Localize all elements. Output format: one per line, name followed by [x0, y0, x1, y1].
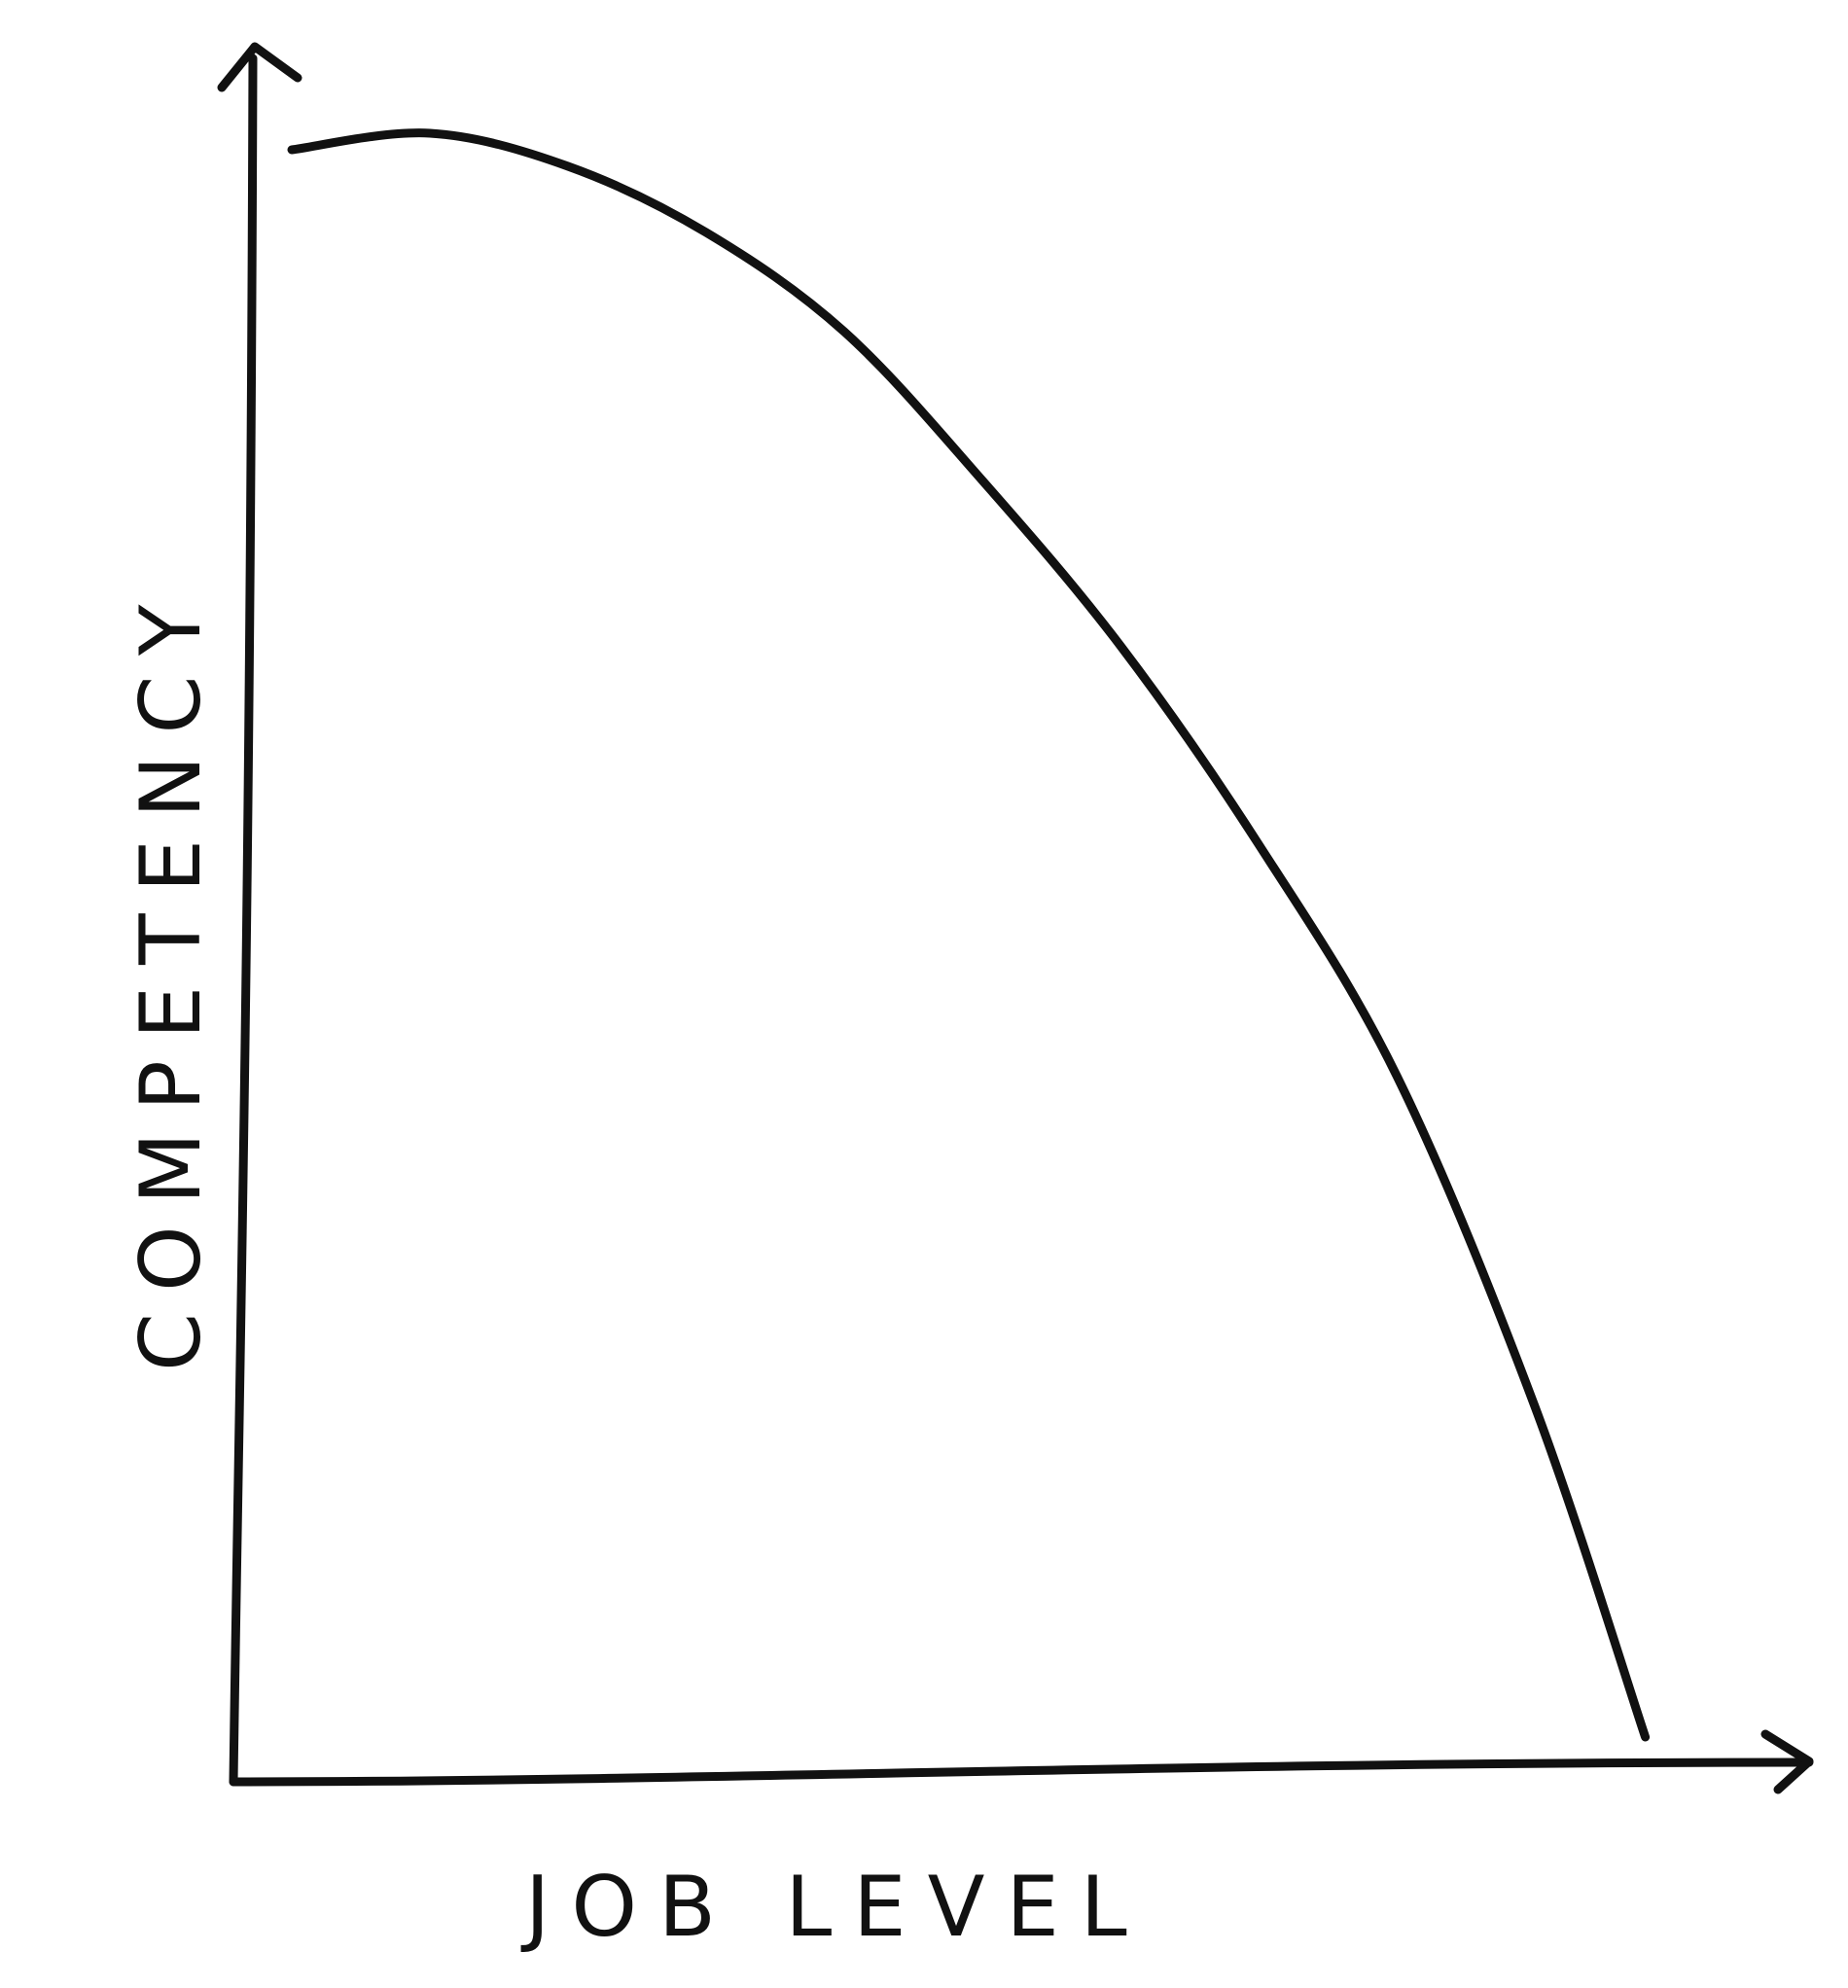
x-axis [233, 1762, 1809, 1782]
competency-curve [292, 133, 1646, 1737]
x-axis-label: JOB LEVEL [520, 1859, 1149, 1956]
y-axis-arrowhead [222, 47, 298, 88]
y-axis-label: COMPETENCY [123, 584, 220, 1371]
y-axis [233, 58, 253, 1782]
